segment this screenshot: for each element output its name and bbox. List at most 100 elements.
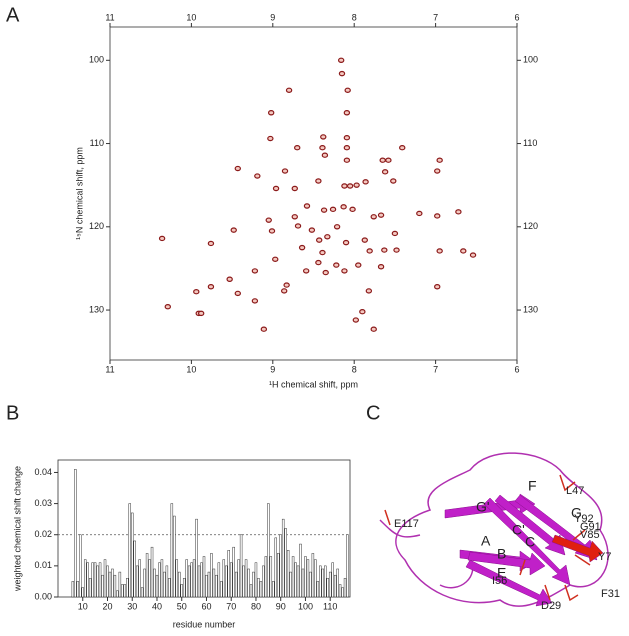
bar <box>264 556 268 598</box>
y-tick-label: 100 <box>89 55 104 65</box>
structure-label: B <box>497 546 506 562</box>
bar <box>333 574 337 598</box>
bar <box>227 550 230 598</box>
bar <box>284 528 287 598</box>
bar <box>338 584 342 598</box>
bar <box>257 578 260 598</box>
y-tick-label: 0.02 <box>34 529 52 539</box>
bar <box>93 562 97 598</box>
bar <box>276 553 280 598</box>
y-axis-title: weighted chemical shift change <box>12 466 22 592</box>
bar <box>328 571 332 598</box>
bar <box>254 562 258 598</box>
beta-strands <box>444 493 604 607</box>
bar <box>101 574 104 598</box>
bar <box>153 568 156 598</box>
nmr-peak <box>365 288 373 294</box>
bar <box>286 550 290 598</box>
y-tick-label: 0.01 <box>34 560 52 570</box>
bar <box>96 565 99 598</box>
x-tick-label: 80 <box>251 601 261 611</box>
bar <box>148 559 151 598</box>
nmr-peak <box>197 310 205 317</box>
bar <box>291 556 295 598</box>
nmr-peak <box>302 268 310 274</box>
x-tick-label: 50 <box>177 601 187 611</box>
nmr-peak <box>436 157 443 163</box>
nmr-peak <box>298 244 306 251</box>
nmr-peak <box>254 173 261 179</box>
bar <box>106 565 109 598</box>
bar <box>326 578 329 598</box>
nmr-peak <box>333 224 341 230</box>
structure-label: L47 <box>566 485 584 497</box>
nmr-peak <box>377 212 385 218</box>
panel-label: C <box>366 402 380 424</box>
bar <box>331 562 334 598</box>
nmr-peak <box>272 256 279 262</box>
nmr-peak <box>285 87 293 93</box>
nmr-peak <box>294 145 301 151</box>
loop <box>379 519 474 589</box>
nmr-peak <box>319 249 326 256</box>
structure-label: D29 <box>541 600 561 612</box>
x-tick-label: 7 <box>433 12 438 22</box>
nmr-peak <box>329 206 337 213</box>
bar <box>138 559 141 598</box>
nmr-peak <box>338 70 346 77</box>
structure-label: I56 <box>492 575 507 587</box>
x-tick-label: 9 <box>270 364 275 374</box>
nmr-peak <box>320 207 328 213</box>
bar <box>118 571 122 598</box>
bar <box>192 559 196 598</box>
bar <box>180 584 183 598</box>
nmr-peak <box>359 309 366 315</box>
structure-label: G' <box>476 499 490 515</box>
nmr-peak <box>207 284 215 290</box>
nmr-peak <box>333 262 340 268</box>
bar <box>76 581 80 598</box>
bar <box>113 574 117 598</box>
bar <box>150 546 154 598</box>
x-tick-label: 10 <box>186 364 196 374</box>
nmr-peak <box>385 157 392 163</box>
y-tick-label: 120 <box>89 221 104 231</box>
bar <box>83 559 87 598</box>
bar <box>220 581 223 598</box>
x-tick-label: 9 <box>270 12 275 22</box>
nmr-peak <box>381 247 388 253</box>
structure-label: E <box>497 565 506 581</box>
side-chain <box>384 474 591 602</box>
nmr-peak <box>377 264 385 270</box>
nmr-peak <box>341 183 348 189</box>
nmr-peak <box>158 235 166 242</box>
bar <box>195 518 198 598</box>
bar <box>79 534 82 598</box>
bar <box>168 578 171 598</box>
y-tick-label: 0.04 <box>34 467 52 477</box>
nmr-peak <box>291 185 298 192</box>
x-tick-label: 100 <box>298 601 313 611</box>
bar <box>185 559 188 598</box>
nmr-peak <box>391 230 399 237</box>
nmr-peak <box>434 284 441 290</box>
x-tick-label: 8 <box>352 12 357 22</box>
nmr-peak <box>234 165 241 172</box>
bar <box>155 574 159 598</box>
nmr-peak <box>362 179 369 185</box>
nmr-peak <box>434 168 441 174</box>
bar <box>165 565 169 598</box>
nmr-peak <box>268 228 276 234</box>
bar <box>145 553 149 598</box>
bar <box>239 534 243 598</box>
nmr-peak <box>321 152 329 158</box>
nmr-peak <box>315 178 322 184</box>
bar <box>126 578 129 598</box>
nmr-peak <box>349 206 356 213</box>
plot-frame <box>109 26 518 361</box>
bar <box>259 581 263 598</box>
nmr-peak <box>434 213 441 219</box>
bar <box>140 587 144 598</box>
bar <box>279 534 282 598</box>
